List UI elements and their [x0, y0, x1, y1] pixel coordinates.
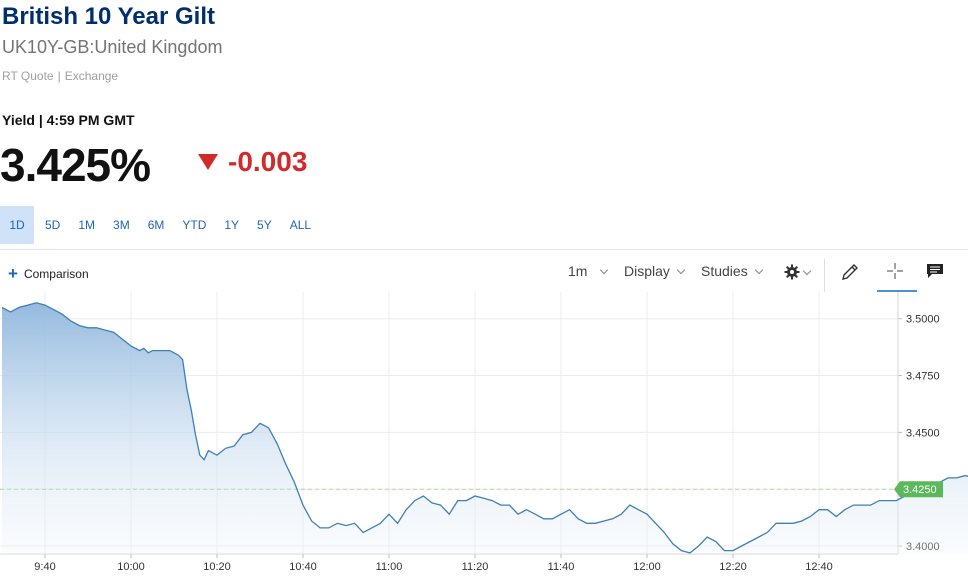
last-value-badge — [894, 481, 943, 498]
chevron-down-icon — [600, 265, 609, 275]
studies-label: Studies — [701, 263, 748, 279]
studies-dropdown[interactable]: Studies — [701, 263, 763, 279]
y-tick-label: 3.5000 — [906, 314, 940, 326]
x-tick-label: 10:20 — [203, 561, 231, 573]
y-tick-label: 3.4500 — [906, 427, 940, 439]
series-line — [1, 302, 968, 554]
settings-dropdown[interactable] — [784, 264, 812, 280]
comparison-label: Comparison — [23, 267, 89, 281]
meta-separator: | — [57, 69, 61, 83]
toolbar-separator — [824, 259, 825, 292]
page-title: British 10 Year Gilt — [2, 3, 215, 30]
yield-chart[interactable]: 3.50003.47503.45003.42503.40009:4010:001… — [0, 292, 968, 583]
x-tick-label: 11:40 — [548, 561, 575, 573]
range-tab-3m[interactable]: 3M — [113, 218, 130, 232]
interval-dropdown[interactable]: 1m — [568, 263, 609, 279]
range-tab-6m[interactable]: 6M — [147, 218, 165, 232]
x-tick-label: 9:40 — [34, 561, 55, 573]
rt-quote-label: RT Quote — [2, 69, 54, 83]
range-tab-all[interactable]: ALL — [289, 218, 312, 232]
comparison-button[interactable]: + Comparison — [8, 264, 89, 283]
y-tick-label: 3.4750 — [906, 371, 940, 383]
x-tick-label: 11:20 — [462, 561, 489, 573]
range-tab-5y[interactable]: 5Y — [257, 218, 272, 232]
quote-meta: RT Quote | Exchange — [2, 69, 118, 83]
chevron-down-icon — [676, 265, 686, 275]
comment-icon[interactable] — [926, 263, 944, 279]
exchange-label: Exchange — [64, 69, 119, 83]
last-value-label: 3.4250 — [903, 484, 937, 496]
range-tabs: 1D 5D 1M 3M 6M YTD 1Y 5Y ALL — [0, 206, 320, 244]
x-tick-label: 11:00 — [376, 561, 403, 573]
range-tab-ytd[interactable]: YTD — [182, 218, 207, 232]
crosshair-icon[interactable] — [886, 262, 904, 280]
down-triangle-icon — [198, 154, 218, 170]
plus-icon: + — [8, 264, 18, 283]
x-tick-label: 12:00 — [633, 561, 661, 573]
yield-label: Yield | 4:59 PM GMT — [2, 112, 135, 128]
x-tick-label: 12:20 — [719, 561, 747, 573]
yield-price: 3.425% — [0, 139, 151, 191]
divider — [0, 249, 968, 250]
chevron-down-icon — [802, 266, 812, 276]
x-tick-label: 10:00 — [117, 561, 145, 573]
pencil-icon[interactable] — [840, 262, 860, 282]
active-tool-indicator — [877, 290, 917, 292]
interval-label: 1m — [568, 263, 588, 279]
series-area — [2, 302, 968, 554]
x-tick-label: 12:40 — [805, 561, 833, 573]
display-label: Display — [624, 263, 670, 279]
range-tab-5d[interactable]: 5D — [45, 218, 61, 232]
chevron-down-icon — [754, 265, 763, 275]
range-tab-1d[interactable]: 1D — [0, 206, 34, 244]
display-dropdown[interactable]: Display — [624, 263, 686, 279]
range-tab-1y[interactable]: 1Y — [224, 218, 240, 232]
range-tab-1m[interactable]: 1M — [78, 218, 96, 232]
gear-icon — [784, 264, 800, 280]
change-value: -0.003 — [228, 146, 308, 177]
x-tick-label: 10:40 — [289, 561, 317, 573]
symbol-subtitle: UK10Y-GB:United Kingdom — [2, 37, 223, 57]
price-change: -0.003 — [198, 146, 307, 178]
